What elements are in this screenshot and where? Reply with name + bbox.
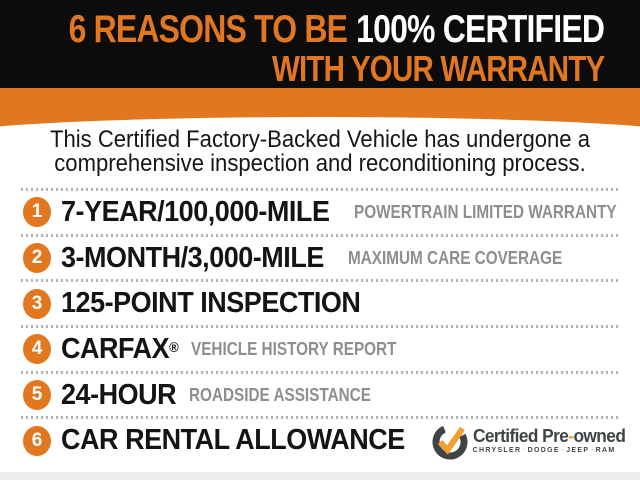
registered-trademark-symbol: ® bbox=[169, 338, 179, 355]
headline-line1: 6 REASONS TO BE 100% CERTIFIED bbox=[68, 9, 604, 51]
reason-row-1: 1 7-YEAR/100,000-MILE POWERTRAIN LIMITED… bbox=[21, 191, 619, 234]
brand-ram: RAM bbox=[595, 447, 616, 455]
reason-subtitle: ROADSIDE ASSISTANCE bbox=[188, 384, 371, 405]
dotted-divider bbox=[21, 233, 619, 237]
dotted-divider bbox=[21, 370, 619, 374]
white-dome-curve bbox=[0, 117, 640, 136]
reason-row-2: 2 3-MONTH/3,000-MILE MAXIMUM CARE COVERA… bbox=[21, 237, 619, 280]
reason-subtitle: POWERTRAIN LIMITED WARRANTY bbox=[353, 201, 617, 222]
intro-line1: This Certified Factory-Backed Vehicle ha… bbox=[49, 126, 591, 153]
brand-separator-dot: · bbox=[561, 447, 565, 455]
dotted-divider bbox=[21, 325, 619, 329]
reason-row-3: 3 125-POINT INSPECTION bbox=[21, 282, 619, 325]
reasons-list: 1 7-YEAR/100,000-MILE POWERTRAIN LIMITED… bbox=[21, 188, 626, 462]
brand-separator-dot: · bbox=[523, 447, 526, 455]
cpo-hyphen: - bbox=[567, 426, 574, 447]
cpo-check-c-icon bbox=[432, 424, 468, 460]
brand-separator-dot: · bbox=[591, 447, 594, 455]
reason-title: 3-MONTH/3,000-MILE bbox=[61, 241, 324, 274]
reason-number-badge: 5 bbox=[23, 380, 51, 411]
brand-dodge: DODGE bbox=[527, 447, 560, 455]
footer-strip bbox=[0, 472, 640, 480]
headline-white-text: 100% CERTIFIED bbox=[356, 8, 605, 51]
checkmark-icon bbox=[437, 426, 465, 455]
reason-subtitle: MAXIMUM CARE COVERAGE bbox=[347, 247, 562, 268]
reason-row-5: 5 24-HOUR ROADSIDE ASSISTANCE bbox=[21, 374, 619, 417]
dotted-divider bbox=[21, 279, 619, 283]
orange-band bbox=[0, 88, 640, 136]
reason-number-badge: 3 bbox=[23, 288, 51, 319]
reason-title: CARFAX® bbox=[61, 332, 179, 365]
reason-row-6: 6 CAR RENTAL ALLOWANCE Certified Pre-own… bbox=[21, 419, 626, 462]
headline-orange-text: 6 REASONS TO BE bbox=[68, 8, 347, 51]
reason-title: CAR RENTAL ALLOWANCE bbox=[61, 424, 405, 457]
headline-line2: WITH YOUR WARRANTY bbox=[271, 48, 605, 89]
dotted-divider bbox=[21, 416, 619, 420]
reason-title: 125-POINT INSPECTION bbox=[61, 287, 361, 320]
reason-subtitle: VEHICLE HISTORY REPORT bbox=[191, 338, 397, 359]
reason-number-badge: 6 bbox=[23, 425, 51, 456]
cpo-logo-text: Certified Pre-owned CHRYSLER · DODGE · J… bbox=[473, 427, 632, 454]
brand-jeep: JEEP bbox=[566, 447, 590, 455]
intro-paragraph: This Certified Factory-Backed Vehicle ha… bbox=[0, 128, 640, 176]
reason-number-badge: 1 bbox=[23, 197, 51, 228]
cpo-brand-list: CHRYSLER · DODGE · JEEP · RAM bbox=[473, 447, 632, 454]
reason-number-badge: 4 bbox=[23, 334, 51, 365]
reason-title: 7-YEAR/100,000-MILE bbox=[61, 195, 330, 228]
intro-line2: comprehensive inspection and recondition… bbox=[54, 150, 586, 177]
cpo-logo-title: Certified Pre-owned bbox=[472, 426, 626, 447]
brand-chrysler: CHRYSLER bbox=[472, 447, 522, 455]
certified-pre-owned-logo: Certified Pre-owned CHRYSLER · DODGE · J… bbox=[431, 421, 632, 461]
header-banner: 6 REASONS TO BE 100% CERTIFIED WITH YOUR … bbox=[0, 0, 640, 88]
reason-row-4: 4 CARFAX® VEHICLE HISTORY REPORT bbox=[21, 328, 619, 371]
reason-number-badge: 2 bbox=[23, 243, 51, 274]
dotted-divider bbox=[21, 188, 619, 191]
reason-title: 24-HOUR bbox=[61, 378, 177, 411]
